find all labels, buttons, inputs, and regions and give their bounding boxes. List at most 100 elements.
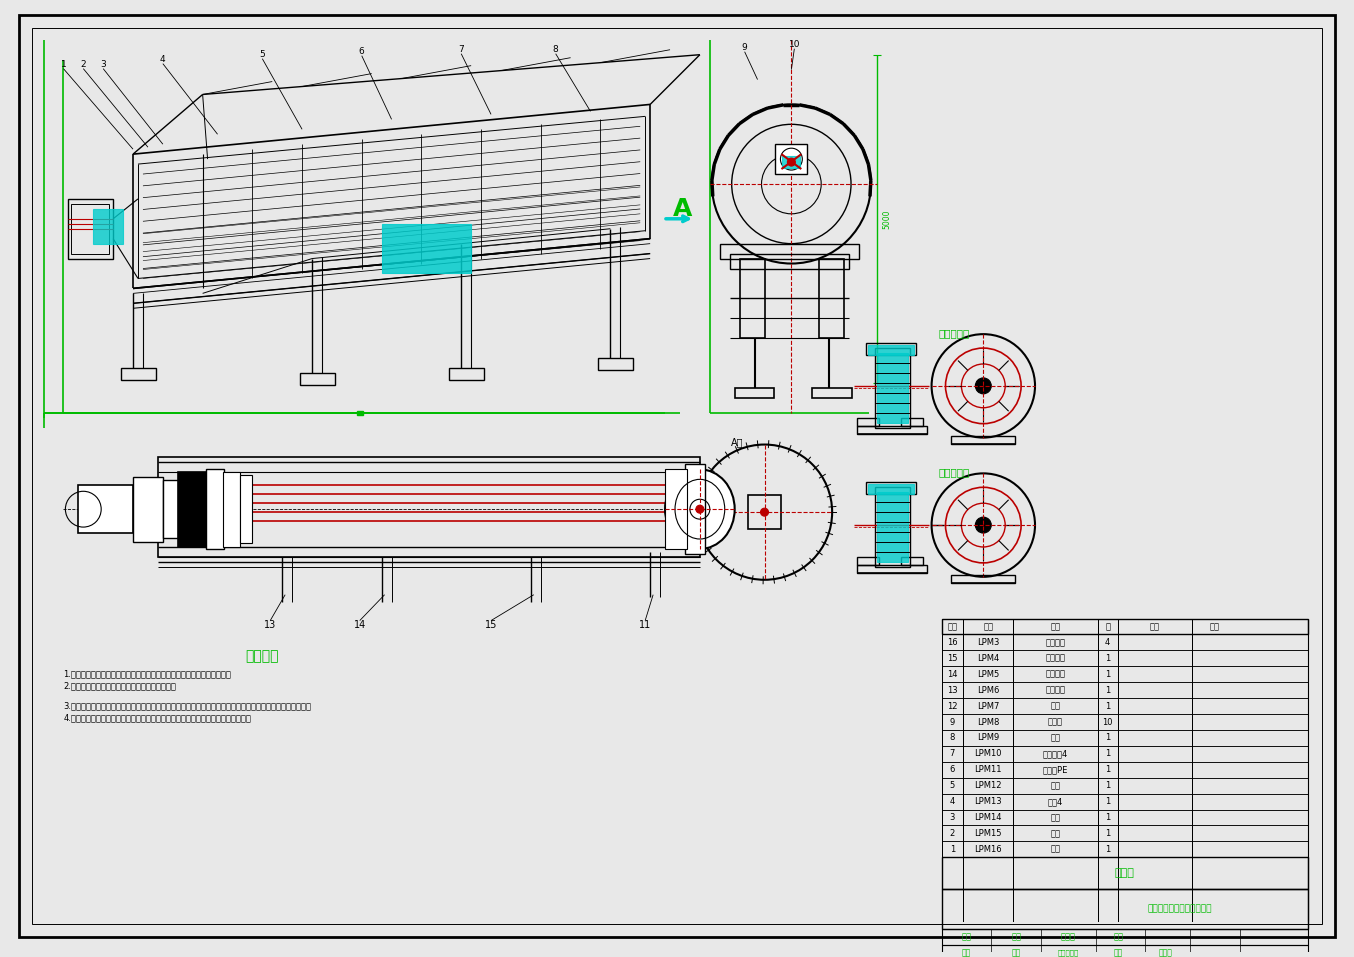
Bar [941,810,1308,826]
Text: 3: 3 [100,60,106,69]
Bar [941,889,1308,929]
Text: 1: 1 [1105,781,1110,790]
Bar [739,258,765,338]
Text: LPM6: LPM6 [978,685,999,695]
Text: 链轮: 链轮 [1051,813,1060,822]
Text: 5000: 5000 [883,209,891,229]
Text: 4: 4 [160,56,165,64]
Text: 支脚: 支脚 [1051,701,1060,711]
Text: 1: 1 [1105,813,1110,822]
Text: 审核: 审核 [1011,932,1021,942]
Bar [776,145,807,174]
Bar [941,682,1308,699]
Text: 螺旋叶: 螺旋叶 [1048,718,1063,726]
Text: LPM15: LPM15 [975,829,1002,838]
Text: 15: 15 [948,654,957,663]
Text: 1: 1 [1105,701,1110,711]
Bar [68,199,114,258]
Text: 2: 2 [80,60,87,69]
Bar [900,557,922,565]
Text: 1: 1 [1105,766,1110,774]
Bar [222,473,241,547]
Text: 6: 6 [949,766,955,774]
Bar [941,841,1308,857]
Ellipse shape [780,148,803,170]
Circle shape [696,505,704,513]
Bar [158,457,700,557]
Bar [735,388,774,398]
Text: 主动滚筒: 主动滚筒 [1045,654,1066,663]
Bar [450,367,485,380]
Text: 主动滚筒组: 主动滚筒组 [938,328,969,338]
Text: 1: 1 [1105,829,1110,838]
Text: 2: 2 [951,829,955,838]
Bar [79,485,133,533]
Text: 技术要求: 技术要求 [245,650,279,663]
Bar [783,156,800,168]
Bar [812,388,852,398]
Text: 1: 1 [1105,670,1110,679]
Text: 1: 1 [1105,733,1110,743]
Text: 14: 14 [353,619,366,630]
Text: LPM10: LPM10 [975,749,1002,758]
Bar [877,353,907,423]
Bar [875,487,910,567]
Bar [941,762,1308,778]
Text: A: A [673,197,693,221]
Bar [941,666,1308,682]
Text: 1: 1 [61,60,66,69]
Bar [162,480,183,538]
Text: 4: 4 [1105,638,1110,647]
Bar [868,484,914,494]
Text: 主动链PE: 主动链PE [1043,766,1068,774]
Bar [382,224,471,274]
Text: 11: 11 [639,619,651,630]
Text: 8: 8 [552,45,559,55]
Text: LPM8: LPM8 [978,718,999,726]
Text: 代号: 代号 [983,622,994,631]
Bar [685,464,705,554]
Bar [121,367,156,380]
Bar [868,345,914,355]
Text: 1: 1 [1105,685,1110,695]
Text: LPM11: LPM11 [975,766,1002,774]
Text: 9: 9 [742,43,747,53]
Text: 材料: 材料 [1150,622,1160,631]
Text: 8: 8 [949,733,955,743]
Bar [952,435,1016,443]
Bar [952,575,1016,583]
Bar [875,348,910,428]
Text: 标记: 标记 [961,948,971,957]
Text: 设计: 设计 [961,932,971,942]
Text: LPM13: LPM13 [975,797,1002,806]
Text: 14: 14 [948,670,957,679]
Text: 5: 5 [951,781,955,790]
Text: 支持滚筒组: 支持滚筒组 [938,467,969,478]
Bar [857,565,926,573]
Text: 3.面对、对接等要求严格。严格按图示内容进行加工，保证各加工面的精度，控制尺寸公差，保证尺寸准确性。: 3.面对、对接等要求严格。严格按图示内容进行加工，保证各加工面的精度，控制尺寸公… [64,701,311,711]
Text: 处数: 处数 [1011,948,1021,957]
Text: LPM9: LPM9 [978,733,999,743]
Text: 年月日: 年月日 [1159,948,1173,957]
Text: 序号: 序号 [948,622,957,631]
Text: 螺母4: 螺母4 [1048,797,1063,806]
Bar [598,358,634,370]
Text: 电机: 电机 [1051,845,1060,854]
Bar [93,209,123,244]
Bar [941,778,1308,793]
Text: 9: 9 [951,718,955,726]
Ellipse shape [665,469,735,549]
Bar [857,417,879,426]
Text: 电机: 电机 [1051,829,1060,838]
Text: 1.零件表面应清除沙尘、氧化皮、飞边、毛刺、油脉、弹坑、误差等缺陷。: 1.零件表面应清除沙尘、氧化皮、飞边、毛刺、油脉、弹坑、误差等缺陷。 [64,670,232,679]
Bar [720,244,858,258]
Text: 13: 13 [264,619,276,630]
Bar [665,469,686,549]
Text: LPM5: LPM5 [978,670,999,679]
Text: 7: 7 [949,749,955,758]
Text: LPM12: LPM12 [975,781,1002,790]
Bar [857,557,879,565]
Text: 3: 3 [949,813,955,822]
Bar [941,945,1308,957]
Text: 12: 12 [948,701,957,711]
